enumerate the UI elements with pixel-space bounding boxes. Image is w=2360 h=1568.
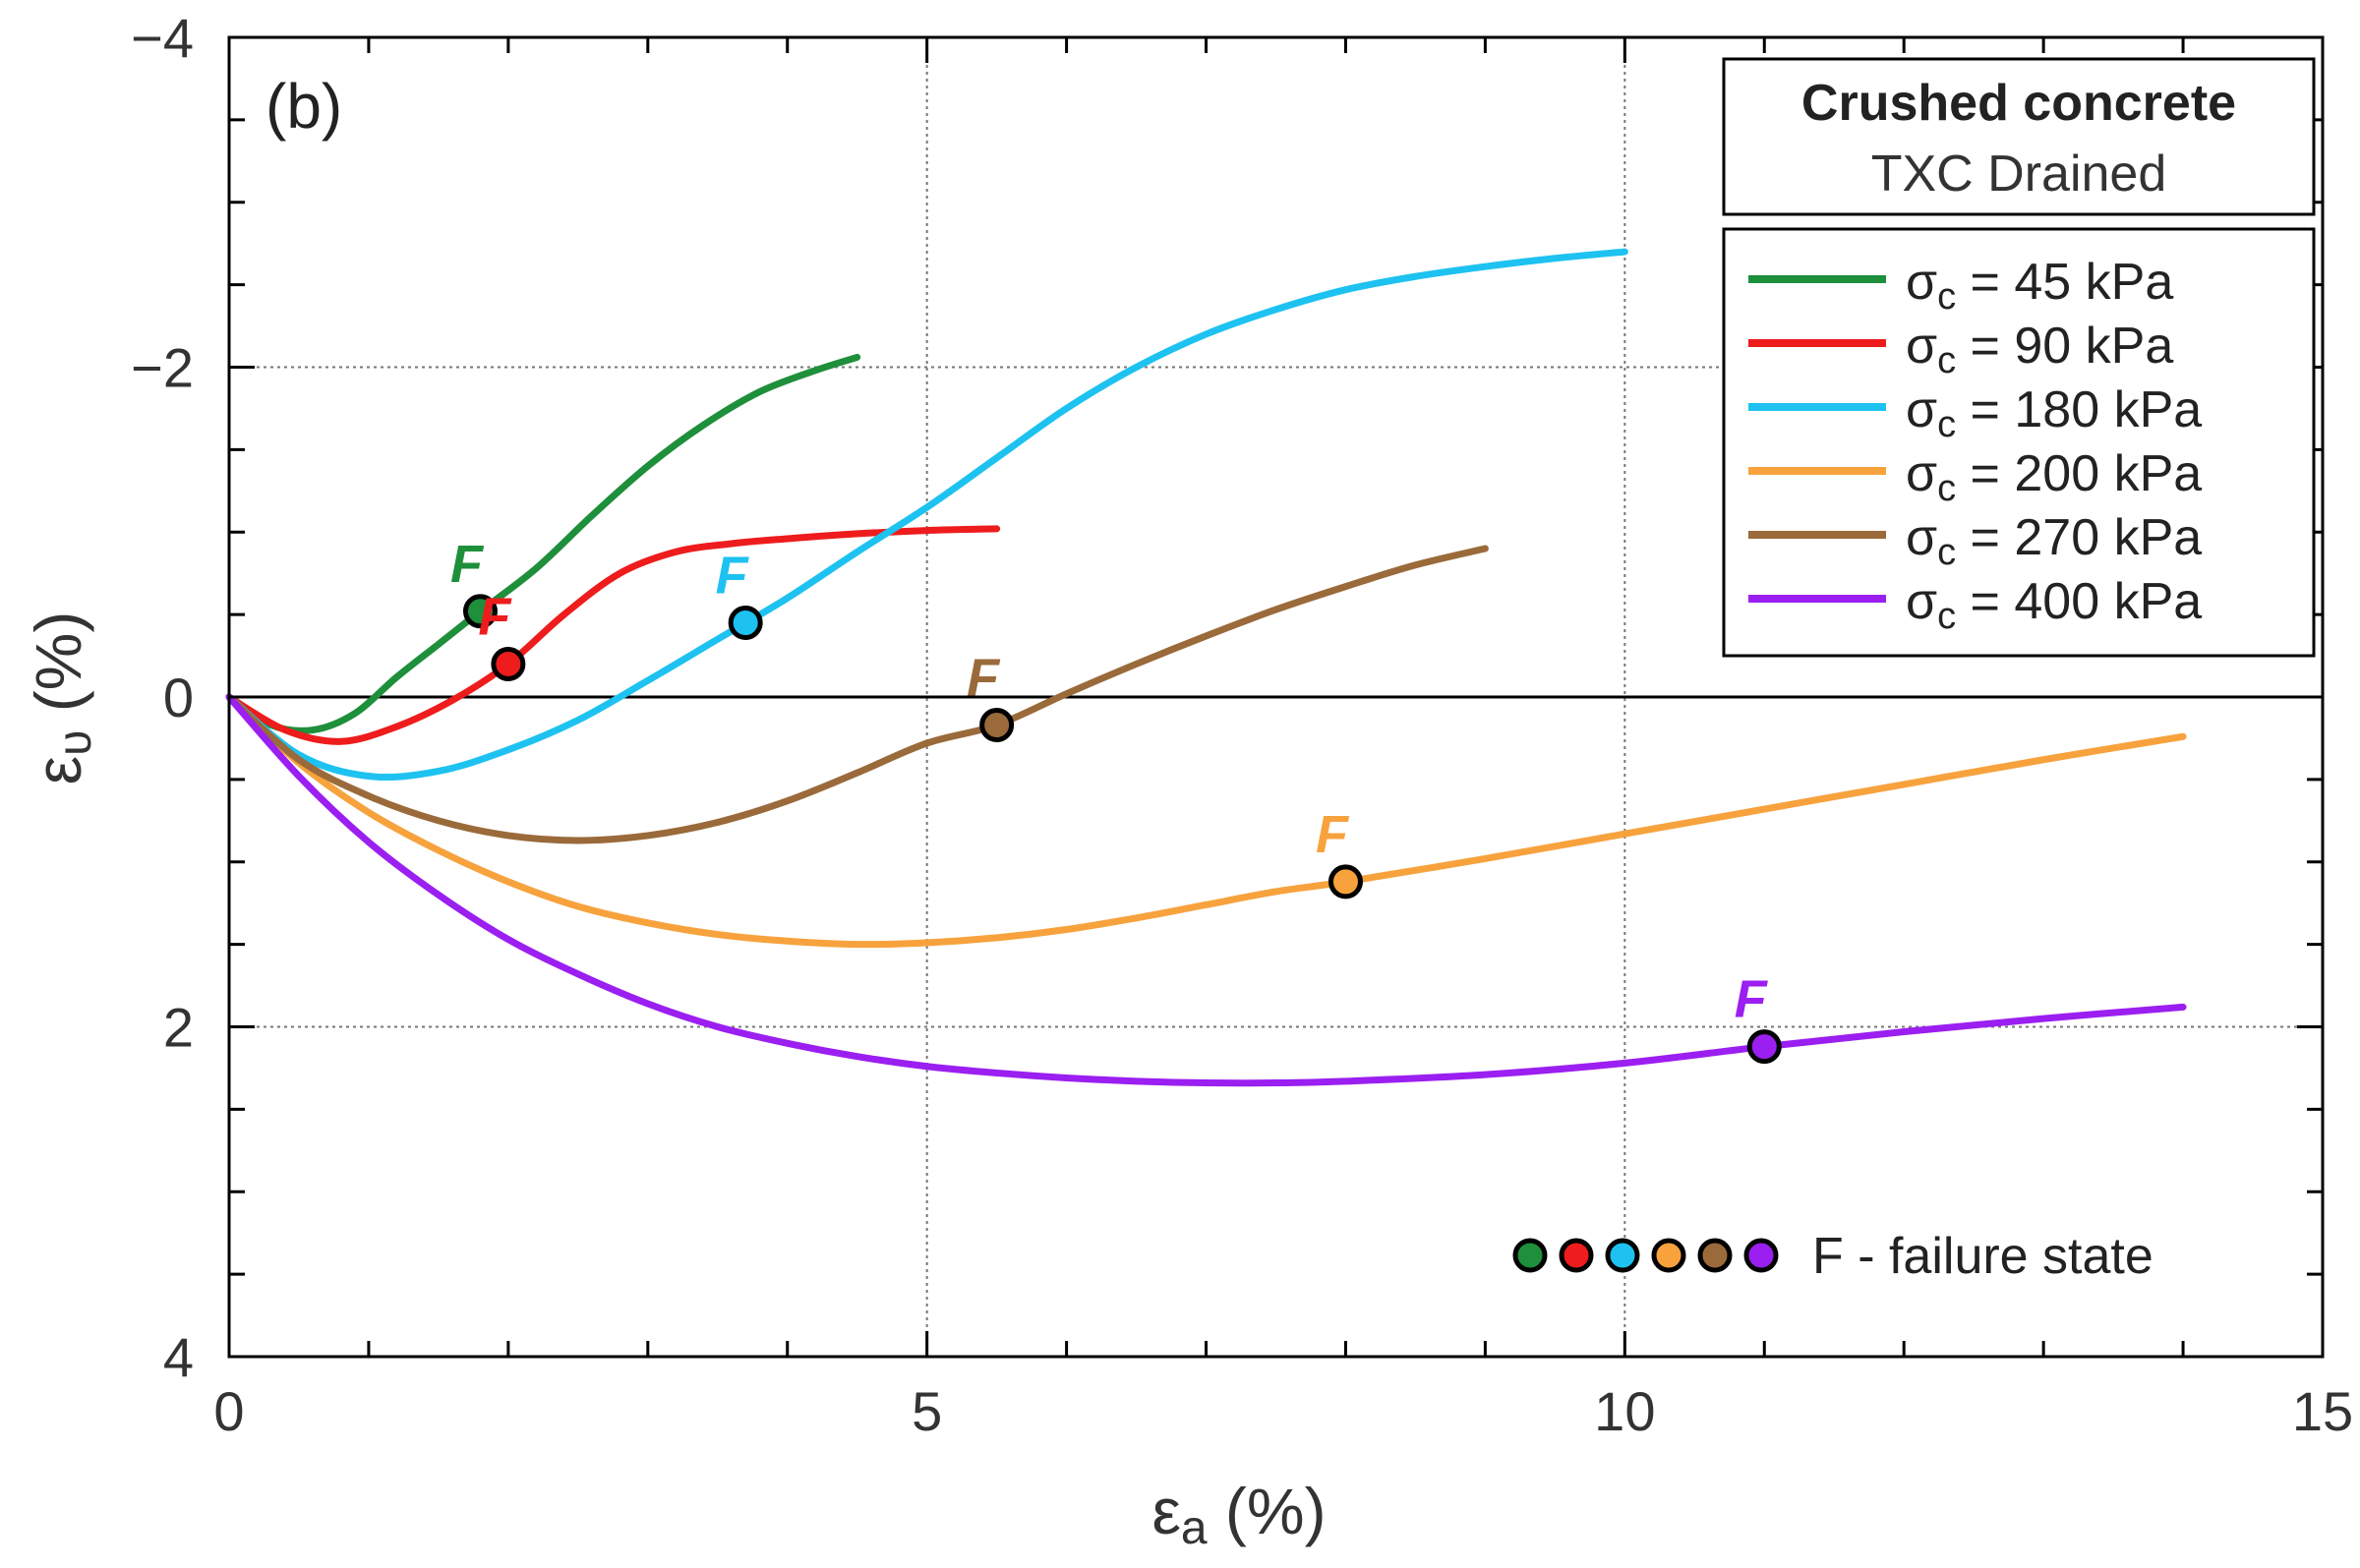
axis-ticks: [227, 35, 2325, 1359]
y-axis-label-sub: υ: [49, 730, 101, 756]
failure-label-45-kpa: F: [450, 535, 485, 594]
y-tick-label: 4: [163, 1326, 194, 1388]
series-line-270-kpa: [225, 545, 1489, 844]
failure-point-270-kpa: [979, 708, 1015, 743]
failure-legend-dot-400-kpa: [1743, 1238, 1779, 1273]
y-tick-label: −2: [131, 337, 194, 399]
failure-legend-dots: [1512, 1238, 1779, 1273]
x-tick-label: 10: [1594, 1380, 1655, 1442]
chart-subtitle: TXC Drained: [1871, 145, 2167, 203]
x-tick-label: 5: [912, 1380, 942, 1442]
failure-legend-dot-180-kpa: [1605, 1238, 1640, 1273]
failure-legend-dot-270-kpa: [1697, 1238, 1733, 1273]
y-axis-label-unit: (%): [22, 611, 94, 730]
failure-label-90-kpa: F: [478, 587, 512, 646]
failure-point-90-kpa: [491, 646, 526, 681]
x-axis-label-sub: a: [1181, 1502, 1208, 1554]
series-line-45-kpa: [225, 353, 861, 734]
failure-legend-dot-45-kpa: [1512, 1238, 1548, 1273]
legend-label-90-kpa: σc = 90 kPa: [1906, 318, 2173, 381]
failure-legend-text: F - failure state: [1812, 1228, 2154, 1285]
x-axis-label: εa (%): [1151, 1475, 1326, 1554]
failure-label-270-kpa: F: [967, 649, 1001, 708]
x-axis-label-base: ε: [1151, 1475, 1180, 1547]
series-line-200-kpa: [225, 693, 2187, 949]
grid-lines: [229, 37, 2323, 1357]
series-line-90-kpa: [225, 525, 1001, 745]
y-tick-label: −4: [131, 7, 194, 69]
x-tick-label: 15: [2292, 1380, 2353, 1442]
failure-label-180-kpa: F: [716, 547, 750, 606]
failure-legend: F - failure state: [1512, 1228, 2154, 1285]
y-axis-label-base: ε: [22, 756, 94, 784]
failure-point-200-kpa: [1328, 864, 1363, 900]
legend-label-45-kpa: σc = 45 kPa: [1906, 254, 2173, 318]
legend-label-180-kpa: σc = 180 kPa: [1906, 381, 2202, 445]
legend-label-270-kpa: σc = 270 kPa: [1906, 509, 2202, 573]
failure-label-200-kpa: F: [1316, 805, 1350, 864]
y-axis-label: ευ (%): [22, 611, 101, 785]
failure-legend-dot-90-kpa: [1559, 1238, 1594, 1273]
failure-point-400-kpa: [1746, 1029, 1782, 1065]
tick-labels: 0 5 10 15 4 2 0 −2 −4: [131, 7, 2353, 1442]
failure-point-45-kpa: [462, 594, 498, 629]
y-tick-label: 2: [163, 997, 194, 1059]
series-line-180-kpa: [225, 248, 1628, 782]
title-box-frame: [1722, 57, 2316, 216]
legend-label-400-kpa: σc = 400 kPa: [1906, 573, 2202, 637]
panel-label: (b): [266, 71, 342, 142]
legend-frame: [1722, 227, 2316, 658]
series-curves: [225, 248, 2187, 1087]
x-tick-label: 0: [213, 1380, 244, 1442]
title-box: Crushed concrete TXC Drained: [1722, 57, 2316, 216]
x-axis-label-unit: (%): [1208, 1475, 1327, 1547]
failure-legend-dot-200-kpa: [1651, 1238, 1686, 1273]
chart-title: Crushed concrete: [1801, 75, 2236, 132]
y-tick-label: 0: [163, 667, 194, 728]
failure-point-180-kpa: [728, 606, 763, 641]
failure-label-400-kpa: F: [1735, 970, 1769, 1029]
legend-label-200-kpa: σc = 200 kPa: [1906, 445, 2202, 509]
